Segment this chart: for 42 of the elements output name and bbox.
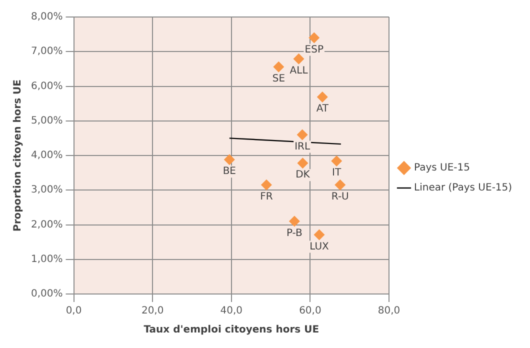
point bbox=[260, 179, 272, 190]
y-tick-label: 6,00% bbox=[30, 80, 63, 92]
x-axis-title: Taux d'emploi citoyens hors UE bbox=[144, 324, 320, 336]
point bbox=[308, 32, 320, 44]
x-tick-label: 0,0 bbox=[66, 306, 82, 317]
point bbox=[293, 53, 304, 64]
y-tick-label: 3,00% bbox=[30, 184, 63, 196]
y-tick-label: 4,00% bbox=[30, 150, 63, 162]
point bbox=[224, 154, 235, 166]
annotation: IRL bbox=[294, 141, 310, 152]
point bbox=[273, 61, 284, 72]
point bbox=[331, 156, 342, 167]
annotation: ESP bbox=[304, 44, 324, 56]
y-tick-label: 8,00% bbox=[30, 12, 63, 23]
point bbox=[316, 91, 328, 102]
y-tick-label: 2,00% bbox=[30, 219, 63, 230]
y-tick-label: 1,00% bbox=[30, 254, 63, 265]
point bbox=[288, 216, 300, 227]
annotation: SE bbox=[272, 73, 286, 84]
x-tick-label: 60,0 bbox=[299, 306, 322, 317]
legend-label: Pays UE-15 bbox=[414, 162, 470, 174]
annotation: IT bbox=[332, 168, 342, 179]
x-tick-label: 40,0 bbox=[220, 306, 243, 317]
annotation: FR bbox=[260, 192, 273, 203]
point bbox=[314, 229, 325, 240]
x-tick-label: 20,0 bbox=[141, 306, 164, 317]
annotation: ALL bbox=[290, 65, 308, 76]
annotation: DK bbox=[296, 170, 310, 181]
annotation: AT bbox=[316, 104, 330, 115]
point bbox=[296, 129, 308, 140]
y-tick-label: 5,00% bbox=[30, 115, 63, 126]
annotation: BE bbox=[222, 166, 236, 178]
annotation: LUX bbox=[310, 241, 330, 252]
point bbox=[334, 179, 346, 190]
x-tick-label: 80,0 bbox=[378, 306, 400, 317]
y-axis-title: Proportion citoyen hors UE bbox=[12, 79, 24, 232]
y-tick-label: 7,00% bbox=[30, 46, 63, 58]
annotation: R-U bbox=[331, 192, 349, 203]
legend-label: Linear (Pays UE-15) bbox=[414, 182, 512, 194]
annotation: P-B bbox=[286, 228, 303, 239]
point bbox=[297, 158, 308, 169]
y-tick-label: 0,00% bbox=[30, 288, 63, 300]
